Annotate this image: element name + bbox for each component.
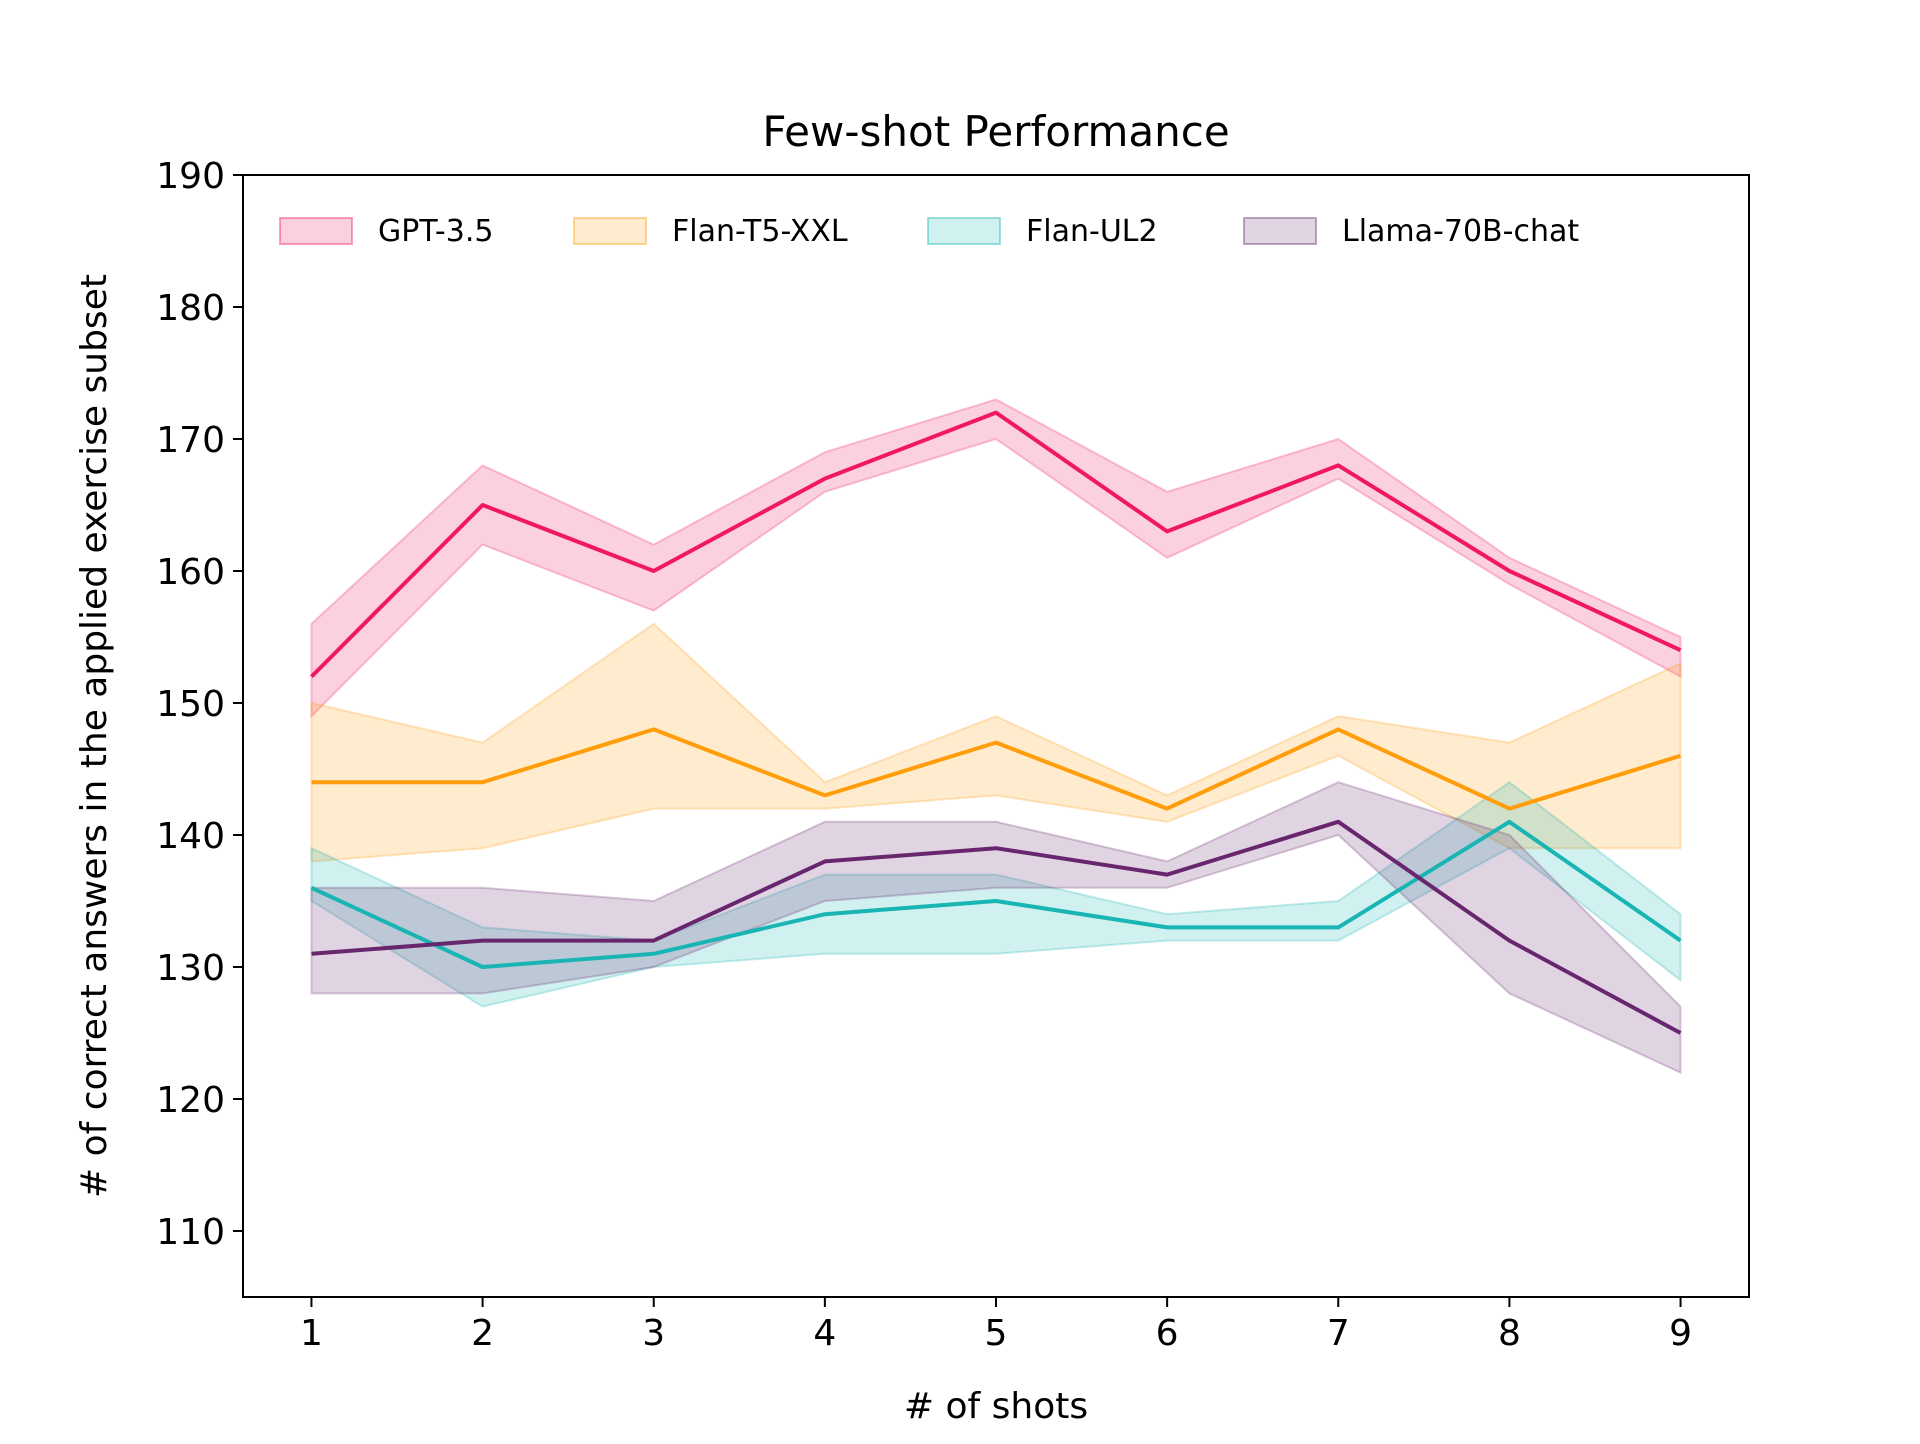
series-lines (310, 410, 1682, 1035)
legend-item-flan-t5-xxl: Flan-T5-XXL (573, 214, 848, 249)
y-axis-ticks: 110 120 130 140 150 160 170 180 190 (156, 156, 243, 1253)
legend-swatch (927, 217, 1001, 245)
legend-label: GPT-3.5 (378, 214, 493, 249)
y-tick-label: 170 (156, 420, 225, 461)
x-tick-label: 5 (985, 1313, 1008, 1354)
legend-swatch (1243, 217, 1317, 245)
legend-item-flan-ul2: Flan-UL2 (927, 214, 1158, 249)
y-tick-label: 140 (156, 816, 225, 857)
line-llama-70b-chat (311, 819, 1682, 1035)
x-tick-label: 7 (1327, 1313, 1350, 1354)
y-tick-label: 190 (156, 156, 225, 197)
band-flan-ul2 (310, 780, 1682, 1008)
x-tick-label: 6 (1156, 1313, 1179, 1354)
y-tick-label: 110 (156, 1212, 225, 1253)
x-tick-label: 8 (1498, 1313, 1521, 1354)
x-tick-label: 9 (1669, 1313, 1692, 1354)
legend-label: Flan-T5-XXL (672, 214, 848, 249)
legend-label: Flan-UL2 (1026, 214, 1158, 249)
y-tick-label: 120 (156, 1080, 225, 1121)
legend: GPT-3.5 Flan-T5-XXL Flan-UL2 Llama-70B-chat (279, 214, 1579, 249)
y-tick-label: 150 (156, 684, 225, 725)
x-tick-label: 4 (813, 1313, 836, 1354)
line-gpt-3-5 (310, 410, 1682, 679)
y-tick-label: 160 (156, 552, 225, 593)
x-tick-label: 1 (300, 1313, 323, 1354)
band-llama-70b-chat (310, 781, 1682, 1075)
x-axis-ticks: 1 2 3 4 5 6 7 8 9 (300, 1297, 1692, 1354)
line-flan-t5-xxl (311, 727, 1682, 811)
y-axis-label: # of correct answers in the applied exer… (74, 274, 115, 1198)
band-gpt-3-5 (310, 398, 1682, 719)
chart-title: Few-shot Performance (762, 107, 1229, 156)
x-tick-label: 3 (642, 1313, 665, 1354)
x-tick-label: 2 (471, 1313, 494, 1354)
line-flan-ul2 (310, 819, 1682, 969)
legend-item-llama-70b-chat: Llama-70B-chat (1243, 214, 1579, 249)
y-tick-label: 130 (156, 948, 225, 989)
legend-swatch (573, 217, 647, 245)
x-axis-label: # of shots (904, 1386, 1088, 1427)
y-tick-label: 180 (156, 288, 225, 329)
legend-item-gpt-3-5: GPT-3.5 (279, 214, 493, 249)
legend-label: Llama-70B-chat (1342, 214, 1579, 249)
legend-swatch (279, 217, 353, 245)
